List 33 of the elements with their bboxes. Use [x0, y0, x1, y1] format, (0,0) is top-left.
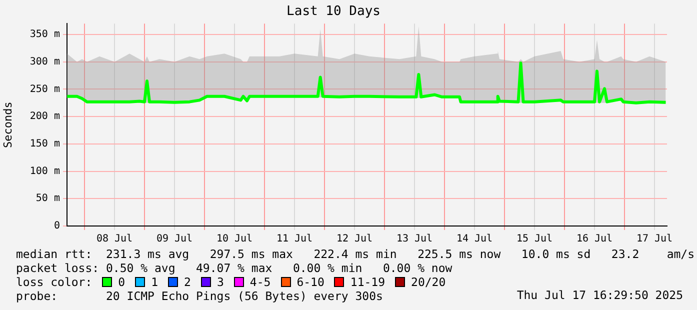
chart-title: Last 10 Days: [286, 4, 380, 20]
y-tick-label: 50 m: [36, 193, 60, 204]
x-tick-label: 14 Jul: [456, 234, 493, 245]
text: 20/20: [411, 275, 446, 289]
text: 2: [184, 275, 191, 289]
text: 0: [118, 275, 126, 289]
y-tick-label: 350 m: [30, 29, 60, 40]
text: 1: [151, 275, 158, 289]
x-tick-label: 08 Jul: [96, 234, 133, 245]
x-tick-label: 16 Jul: [576, 234, 613, 245]
x-tick-label: 10 Jul: [216, 234, 253, 245]
x-tick-label: 12 Jul: [336, 234, 373, 245]
text: 4-5: [250, 275, 271, 289]
text: Thu Jul 17 16:29:50 2025: [516, 288, 683, 302]
x-tick-label: 17 Jul: [636, 234, 673, 245]
text: probe: 20 ICMP Echo Pings (56 Bytes) every 300s: [16, 289, 383, 303]
text: packet loss: 0.50 % avg 49.07 % max 0.00 % min 0.00 % now: [16, 261, 452, 275]
text: 6-10: [296, 275, 324, 289]
text: 3: [216, 275, 224, 289]
text: median rtt: 231.3 ms avg 297.5 ms max 222.4 ms min 225.5 ms now 10.0 ms sd 23.2 am/s: [16, 247, 695, 261]
x-tick-label: 15 Jul: [516, 234, 553, 245]
text: loss color:: [16, 275, 92, 289]
y-tick-label: 200 m: [30, 111, 60, 122]
y-tick-label: 250 m: [30, 84, 60, 95]
y-tick-label: 300 m: [30, 56, 60, 68]
y-tick-label: 150 m: [30, 138, 60, 150]
x-tick-label: 09 Jul: [156, 234, 193, 245]
text: 11-19: [350, 275, 386, 289]
x-tick-label: 13 Jul: [396, 234, 433, 245]
y-axis-title: Seconds: [1, 102, 14, 148]
y-tick-label: 100 m: [30, 166, 60, 177]
y-tick-label: 0: [54, 220, 60, 232]
x-tick-label: 11 Jul: [276, 234, 313, 245]
